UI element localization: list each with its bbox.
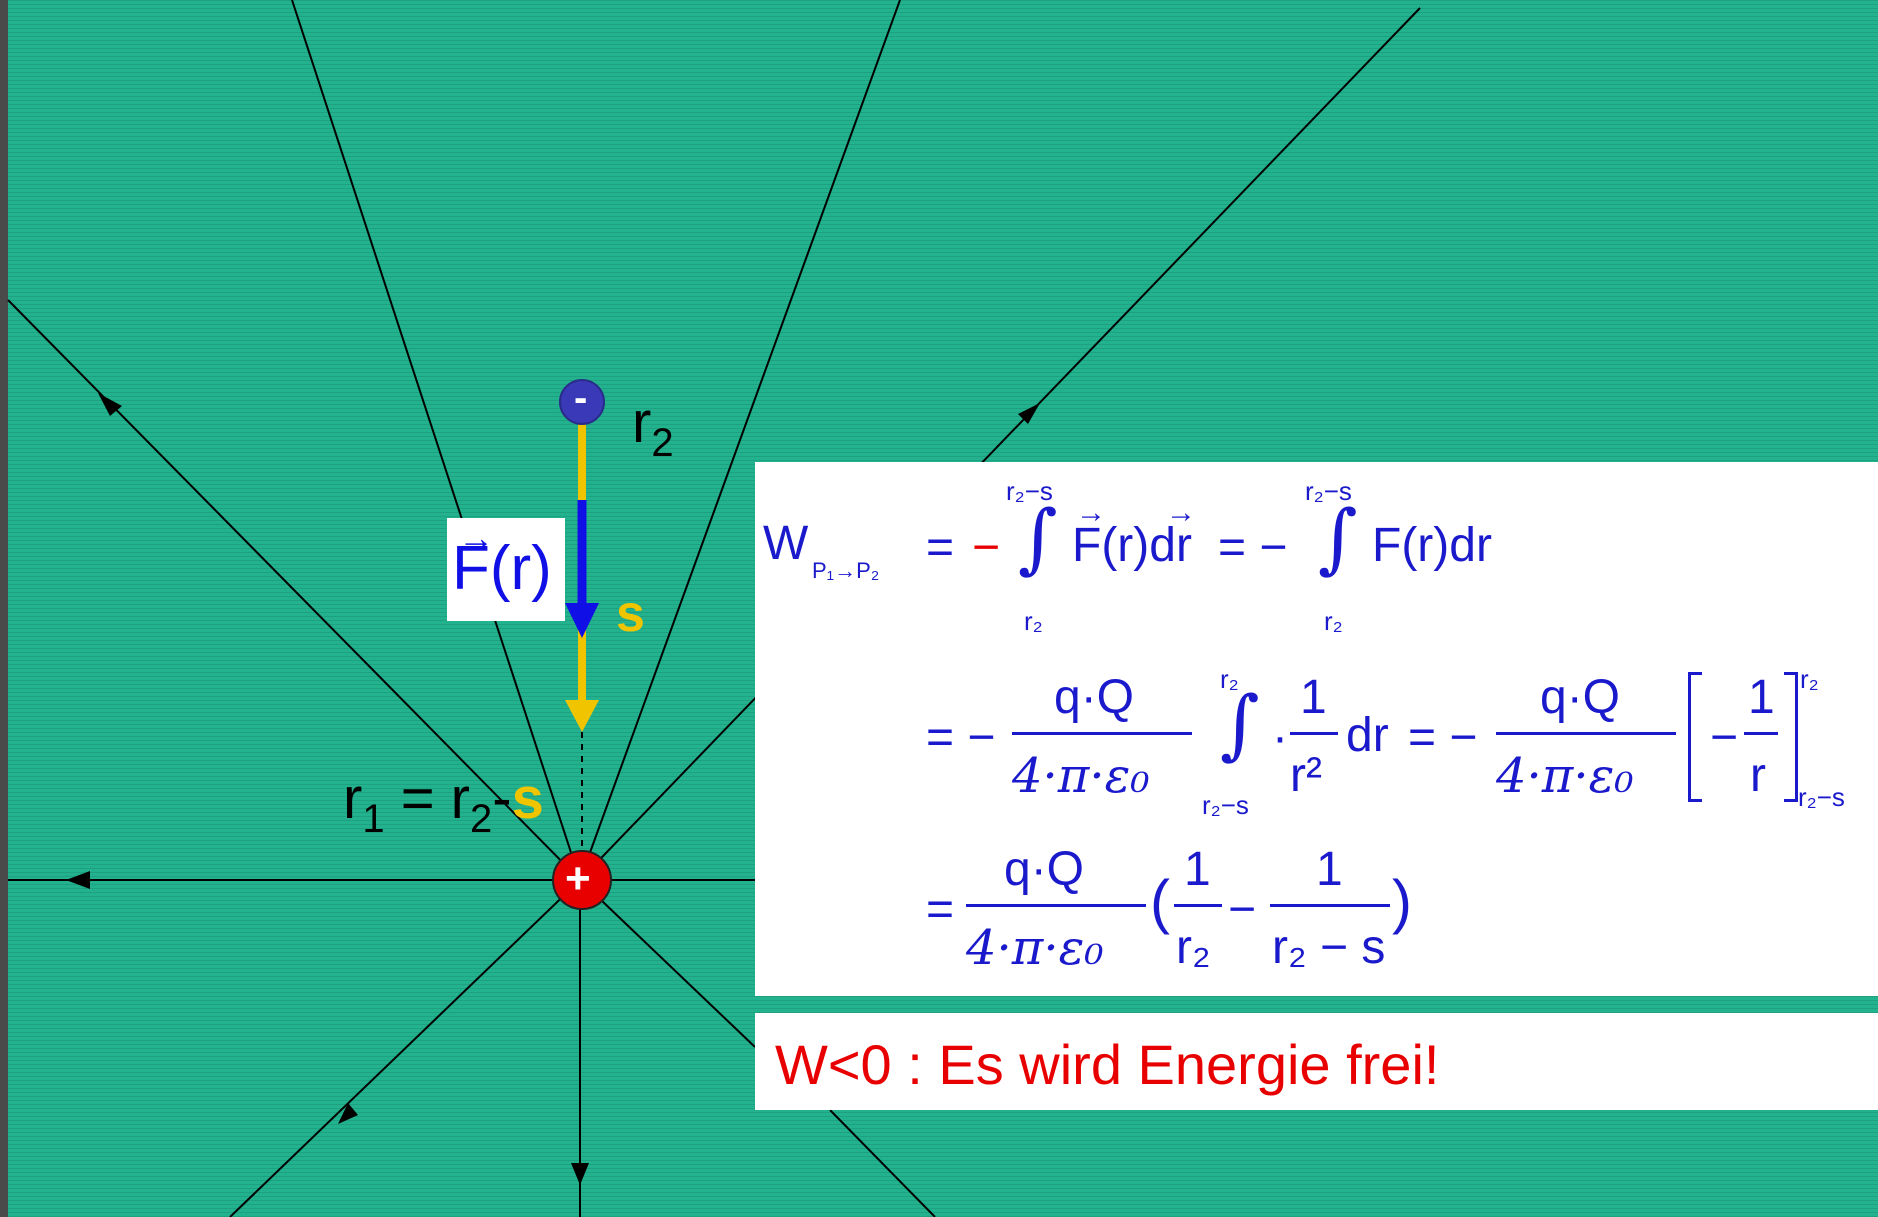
r1-equation: r1 = r2-s <box>343 766 544 841</box>
row3-numerator: q·Q <box>1004 843 1085 896</box>
row2-denominator: 4·π·ε₀ <box>1012 748 1150 804</box>
right-bracket <box>1784 672 1798 802</box>
formula-red-minus: − <box>972 521 1001 574</box>
result-panel <box>755 1013 1878 1110</box>
bracket-lower-limit: r₂−s <box>1798 782 1845 812</box>
field-line <box>579 0 901 881</box>
force-label-box <box>447 518 565 621</box>
integral-2-upper: r₂−s <box>1305 476 1352 506</box>
formula-W-subscript: P₁→P₂ <box>812 558 880 583</box>
minus-sign: - <box>574 376 588 420</box>
arrowhead <box>338 1103 358 1124</box>
integral-2-sign: ∫ <box>1318 493 1358 582</box>
row2-numerator-2: q·Q <box>1540 671 1621 724</box>
field-line <box>229 879 581 1217</box>
row3-fraction-bar-a <box>1174 904 1222 907</box>
formula-equals-1: = <box>926 521 955 574</box>
field-line <box>829 1109 936 1217</box>
row3-denominator: 4·π·ε₀ <box>966 920 1104 976</box>
integral-1-upper: r₂−s <box>1006 476 1053 506</box>
left-bracket <box>1688 672 1702 802</box>
row3-one-b: 1 <box>1316 843 1343 896</box>
field-line <box>291 0 581 881</box>
row2-r-squared: r² <box>1290 749 1322 802</box>
left-border <box>0 0 8 1217</box>
plus-sign: + <box>565 854 591 903</box>
row2-dot: · <box>1272 711 1288 764</box>
row2-equals-minus-2: = − <box>1408 711 1478 764</box>
negative-charge <box>559 379 605 425</box>
row2-fraction-bar-2 <box>1290 732 1338 735</box>
field-line <box>579 879 756 1048</box>
force-arrowhead <box>565 603 599 638</box>
integral-2-lower: r₂ <box>1324 606 1343 636</box>
arrowhead <box>66 871 90 889</box>
row3-r2: r₂ <box>1176 921 1211 974</box>
row3-one-a: 1 <box>1184 843 1211 896</box>
row2-numerator: q·Q <box>1054 671 1135 724</box>
bracket-r: r <box>1750 749 1766 802</box>
row3-fraction-bar-b <box>1270 904 1390 907</box>
formula-W: W <box>763 517 809 570</box>
integral-3-lower: r₂−s <box>1202 790 1249 820</box>
row2-dr: dr <box>1346 709 1389 762</box>
vector-F-arrow: → <box>1076 496 1106 529</box>
field-arrowheads <box>66 393 1040 1185</box>
row2-one: 1 <box>1300 671 1327 724</box>
bracket-upper-limit: r₂ <box>1800 664 1819 694</box>
displacement-s-label: s <box>616 585 645 643</box>
arrowhead <box>1018 403 1040 424</box>
positive-charge <box>552 850 612 910</box>
row2-equals-minus: = − <box>926 711 996 764</box>
integral-3-upper: r₂ <box>1220 664 1239 694</box>
field-lines <box>7 0 1421 1217</box>
row3-paren-close: ) <box>1392 868 1412 935</box>
r2-label: r2 <box>632 390 674 465</box>
row2-fraction-bar-3 <box>1496 732 1676 735</box>
row2-denominator-2: 4·π·ε₀ <box>1496 748 1634 804</box>
arrowhead <box>98 393 122 416</box>
integral-1-sign: ∫ <box>1018 493 1058 582</box>
row3-equals: = <box>926 883 955 936</box>
force-label: F(r) <box>452 534 552 603</box>
bracket-one: 1 <box>1748 671 1775 724</box>
result-text: W<0 : Es wird Energie frei! <box>775 1033 1440 1096</box>
displacement-arrowhead <box>565 700 599 732</box>
row3-minus: − <box>1228 883 1257 936</box>
integral-1-lower: r₂ <box>1024 606 1043 636</box>
row3-paren-open: ( <box>1150 868 1170 935</box>
bracket-minus: − <box>1710 711 1739 764</box>
force-vector-arrow: → <box>458 517 494 558</box>
bracket-fraction-bar <box>1744 732 1778 735</box>
row3-r2-minus-s: r₂ − s <box>1272 921 1386 974</box>
integrand-2: F(r)dr <box>1372 519 1492 572</box>
integral-3-sign: ∫ <box>1220 679 1260 768</box>
formula-equals-minus-1: = − <box>1218 521 1288 574</box>
row2-fraction-bar <box>1012 732 1192 735</box>
vector-dr-arrow: → <box>1166 496 1196 529</box>
field-line <box>579 7 1421 881</box>
integrand-1: F(r)dr <box>1072 519 1192 572</box>
row3-fraction-bar <box>966 904 1146 907</box>
arrowhead <box>571 1163 589 1185</box>
